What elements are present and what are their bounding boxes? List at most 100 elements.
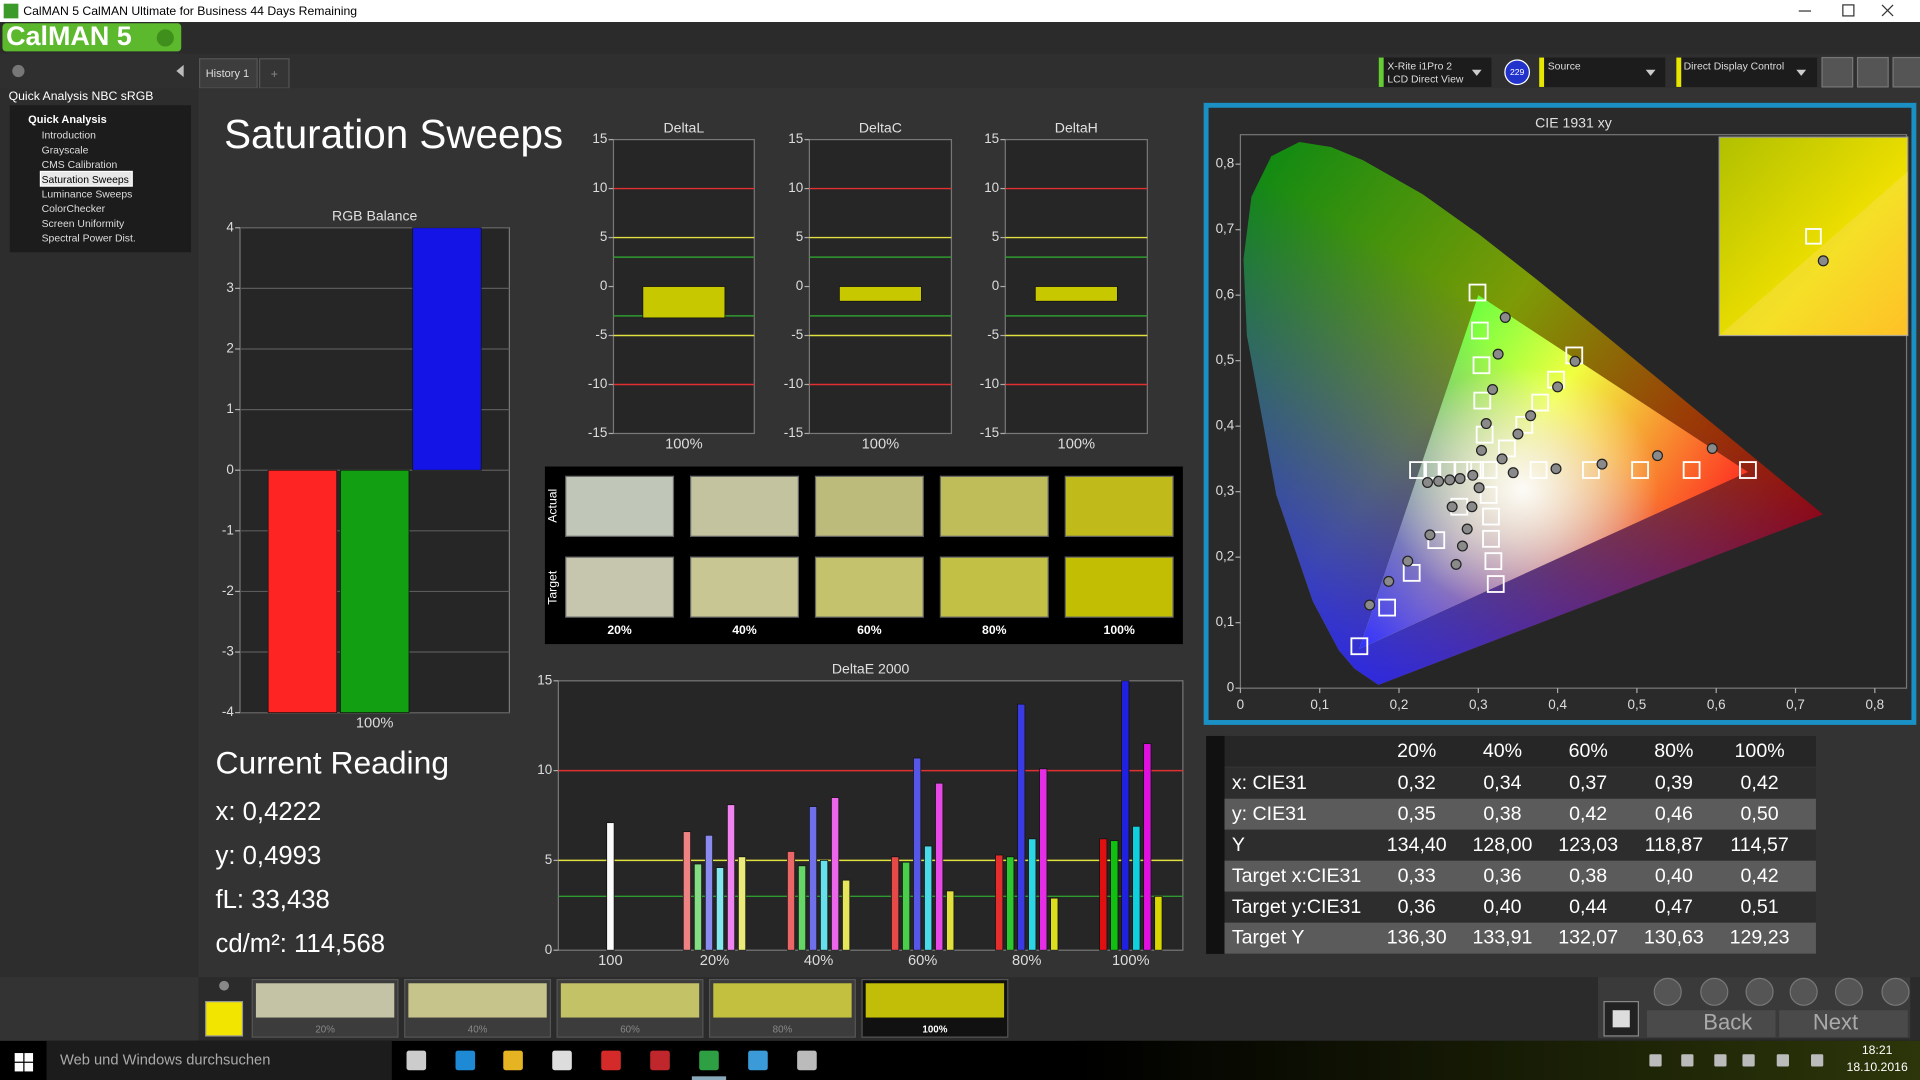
tray-icon[interactable] <box>1681 1054 1694 1067</box>
control-button[interactable] <box>1745 977 1774 1006</box>
tree-item[interactable]: CMS Calibration <box>42 160 118 171</box>
y-tick-label: 0,2 <box>1216 549 1235 564</box>
taskbar-icon[interactable] <box>503 1050 523 1071</box>
next-button[interactable] <box>1779 1010 1908 1038</box>
windows-logo[interactable] <box>24 1062 34 1072</box>
measured-point <box>1424 529 1436 541</box>
windows-logo[interactable] <box>14 1053 24 1062</box>
table-row-label: Target x:CIE31 <box>1232 865 1362 887</box>
actual-swatch <box>939 475 1049 537</box>
target-swatch <box>814 556 924 618</box>
sweep-swatch <box>865 983 1005 1018</box>
search-box[interactable] <box>46 1040 392 1080</box>
control-button[interactable] <box>1789 977 1818 1006</box>
tab-add-label: + <box>271 67 278 81</box>
display-box[interactable] <box>1676 57 1818 87</box>
table-cell: 0,50 <box>1741 803 1779 825</box>
tree-item[interactable]: Grayscale <box>42 145 89 156</box>
tree-item[interactable]: Screen Uniformity <box>42 219 125 230</box>
tray-icon[interactable] <box>1776 1054 1789 1067</box>
y-tick-label: -5 <box>791 327 803 342</box>
taskbar-icon[interactable] <box>748 1050 768 1071</box>
display-label: Direct Display Control <box>1684 61 1784 72</box>
source-box[interactable] <box>1539 57 1666 87</box>
current-color <box>205 1001 244 1037</box>
next-label[interactable]: Next <box>1813 1010 1858 1035</box>
taskbar-icon[interactable] <box>699 1050 719 1071</box>
tray-icon[interactable] <box>1714 1054 1727 1067</box>
meter-box[interactable] <box>1378 57 1492 87</box>
bar <box>1017 703 1026 951</box>
x-tick-label: 80% <box>1012 953 1041 969</box>
x-tick-label: 40% <box>804 953 833 969</box>
table-cell: 0,42 <box>1741 865 1779 887</box>
table-cell: 128,00 <box>1473 834 1533 856</box>
actual-swatch <box>690 475 799 537</box>
taskbar-icon[interactable] <box>455 1050 476 1071</box>
table-header <box>1224 735 1816 767</box>
swatch-label: 100% <box>1104 623 1135 637</box>
tool-button[interactable] <box>1856 56 1889 88</box>
x-tick-label: 0,5 <box>1628 697 1647 712</box>
maximize[interactable] <box>1842 4 1855 17</box>
tree-item[interactable]: Introduction <box>42 131 97 142</box>
taskbar-icon[interactable] <box>797 1050 817 1071</box>
y-tick-label: -1 <box>222 522 234 537</box>
tree-group: Quick Analysis <box>28 114 107 126</box>
sweep-label[interactable]: 80% <box>773 1024 793 1035</box>
sweep-label[interactable]: 20% <box>315 1024 335 1035</box>
chart-title: DeltaL <box>664 119 705 135</box>
y-tick-label: 4 <box>226 219 234 234</box>
header-bar <box>0 22 1920 54</box>
control-button[interactable] <box>1881 977 1910 1006</box>
tool-button[interactable] <box>1821 56 1854 88</box>
target-swatch <box>939 556 1049 618</box>
tree-item[interactable]: ColorChecker <box>42 204 106 215</box>
back-button[interactable] <box>1646 1010 1776 1038</box>
clock-time: 18:21 <box>1862 1043 1893 1057</box>
measured-point <box>1596 458 1608 470</box>
y-tick-label: -3 <box>222 644 234 659</box>
tree-selected <box>39 170 133 187</box>
taskbar-icon[interactable] <box>552 1050 572 1071</box>
source-stripe <box>1539 57 1545 87</box>
tab[interactable] <box>198 58 258 89</box>
sweep-label[interactable]: 60% <box>620 1024 640 1035</box>
measured-point <box>1467 469 1479 481</box>
windows-logo[interactable] <box>14 1062 24 1072</box>
target-point <box>1482 507 1500 526</box>
table-cell: 114,57 <box>1730 834 1788 856</box>
meter-label: LCD Direct View <box>1387 74 1464 85</box>
table-cell: 0,35 <box>1398 803 1436 825</box>
y-tick-label: 5 <box>600 229 607 244</box>
sweep-label[interactable]: 100% <box>922 1024 947 1035</box>
taskbar-icon[interactable] <box>406 1050 427 1071</box>
target-point <box>1682 461 1701 479</box>
x-tick-label: 100% <box>862 436 900 452</box>
bar <box>786 851 796 951</box>
tool-button[interactable] <box>1892 56 1920 88</box>
tray-icon[interactable] <box>1649 1054 1662 1067</box>
control-button[interactable] <box>1834 977 1864 1006</box>
table-header-cell: 20% <box>1397 740 1436 762</box>
tree-item[interactable]: Luminance Sweeps <box>42 189 133 200</box>
logo-menu[interactable] <box>156 29 174 47</box>
y-tick-label: 10 <box>537 762 552 777</box>
sweep-label[interactable]: 40% <box>468 1024 488 1035</box>
swatch-label: 20% <box>607 623 632 637</box>
back-label[interactable]: Back <box>1703 1010 1753 1035</box>
taskbar-icon[interactable] <box>601 1050 621 1071</box>
taskbar-icon[interactable] <box>650 1050 670 1071</box>
tree-item[interactable]: Saturation Sweeps <box>42 175 129 186</box>
bar <box>412 227 482 471</box>
control-button[interactable] <box>1700 977 1729 1006</box>
measured-point <box>1569 355 1581 367</box>
table-header-cell: 100% <box>1735 740 1785 762</box>
tray-icon[interactable] <box>1811 1054 1824 1067</box>
measured-point <box>1552 381 1564 393</box>
tray-icon[interactable] <box>1742 1054 1755 1067</box>
table-row-label: Target y:CIE31 <box>1232 896 1362 918</box>
control-button[interactable] <box>1653 977 1682 1006</box>
windows-logo[interactable] <box>24 1053 34 1062</box>
tree-item[interactable]: Spectral Power Dist. <box>42 234 136 245</box>
